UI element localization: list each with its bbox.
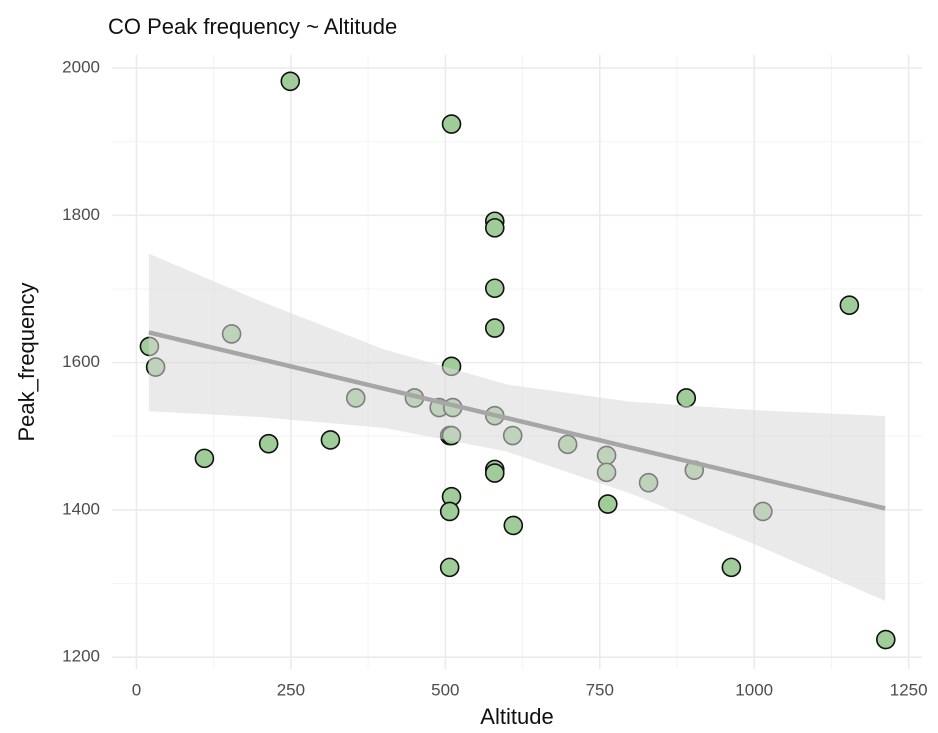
point — [484, 318, 505, 338]
y-tick-label: 1600 — [62, 352, 100, 371]
x-axis-label: Altitude — [480, 704, 553, 729]
point — [503, 515, 524, 536]
point — [439, 501, 460, 522]
point — [875, 629, 896, 650]
y-tick-label: 1800 — [62, 205, 100, 224]
confidence-band — [148, 253, 886, 601]
y-tick-label: 1200 — [62, 647, 100, 666]
point — [194, 448, 215, 469]
point — [839, 295, 860, 315]
point — [721, 557, 742, 578]
x-tick-label: 1000 — [735, 680, 773, 699]
x-tick-label: 1250 — [890, 680, 928, 699]
x-tick-label: 250 — [277, 680, 305, 699]
point — [484, 463, 505, 483]
point — [258, 433, 279, 454]
x-tick-label: 750 — [586, 680, 614, 699]
point — [320, 430, 341, 450]
y-tick-label: 2000 — [62, 58, 100, 77]
y-axis-label: Peak_frequency — [14, 283, 39, 442]
chart-title: CO Peak frequency ~ Altitude — [108, 14, 397, 39]
point — [280, 71, 301, 92]
point — [598, 494, 618, 514]
point — [676, 388, 697, 408]
point — [441, 114, 462, 134]
y-tick-label: 1400 — [62, 499, 100, 518]
x-tick-label: 500 — [431, 680, 459, 699]
point — [484, 218, 505, 238]
point — [439, 557, 460, 578]
fit-line — [148, 330, 886, 511]
point — [484, 278, 505, 299]
x-tick-label: 0 — [132, 680, 141, 699]
